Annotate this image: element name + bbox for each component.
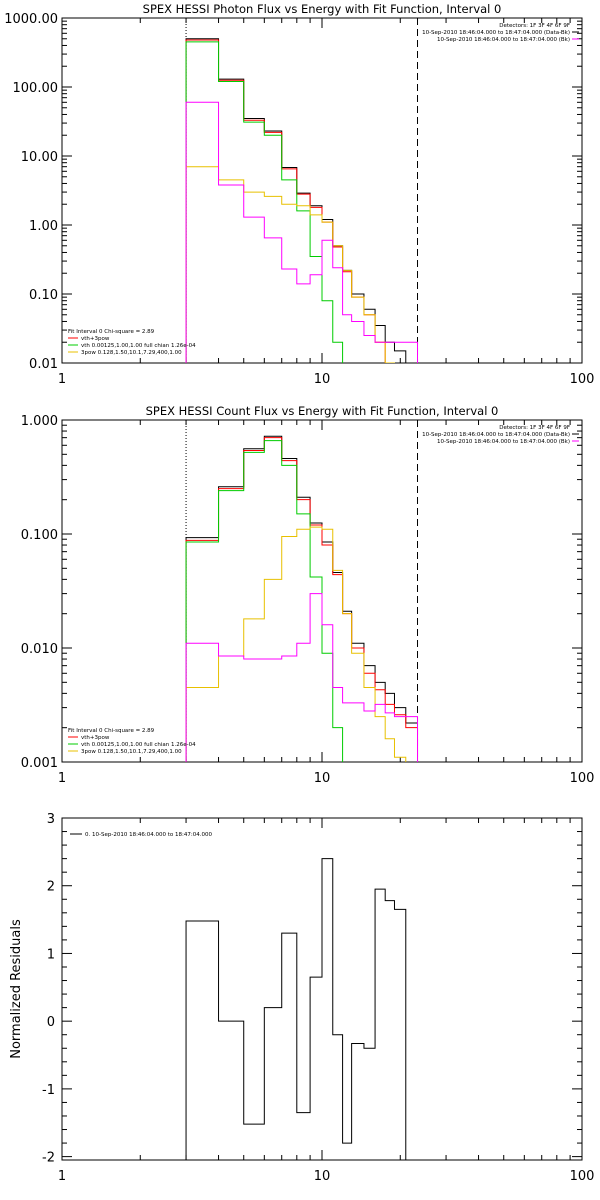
x-tick-label: 100 [570, 771, 595, 786]
detectors-note: Detectors: 1F 3F 4F 6F 9F [499, 23, 570, 29]
y-tick-label: 0.01 [29, 357, 58, 372]
detectors-note: Detectors: 1F 3F 4F 6F 9F [499, 425, 570, 431]
fit-legend-entry: vth+3pow [81, 735, 110, 741]
plot-frame [61, 817, 583, 1161]
y-tick-label: 2 [47, 880, 55, 895]
series-line-1 [185, 39, 395, 363]
y-tick-label: 1 [47, 947, 55, 962]
y-axis-label: Normalized Residuals [9, 919, 24, 1059]
series-group [185, 38, 419, 363]
fit-legend-header: Fit Interval 0 Chi-square = 2.89 [68, 329, 155, 335]
y-tick-label: 0 [47, 1015, 55, 1030]
y-tick-label: 0.010 [21, 642, 58, 657]
residual-legend-entry: 0. 10-Sep-2010 18:46:04.000 to 18:47:04.… [85, 832, 212, 838]
series-line-0 [185, 38, 407, 363]
x-tick-label: 100 [570, 372, 595, 387]
series-line-0 [185, 858, 407, 1160]
legend-entry: 10-Sep-2010 18:46:04.000 to 18:47:04.000… [437, 439, 570, 445]
x-tick-label: 10 [314, 1169, 331, 1184]
legend-entry: 10-Sep-2010 18:46:04.000 to 18:47:04.000… [422, 432, 570, 438]
y-tick-label: 100.00 [13, 81, 59, 96]
legend-entry: 10-Sep-2010 18:46:04.000 to 18:47:04.000… [422, 30, 570, 36]
plot-frame [61, 419, 583, 763]
series-group [185, 858, 407, 1160]
y-tick-label: 3 [47, 812, 55, 827]
series-line-4 [185, 101, 419, 363]
series-line-2 [185, 440, 344, 762]
y-tick-label: 0.10 [29, 288, 58, 303]
y-tick-label: 1.00 [29, 219, 58, 234]
x-tick-label: 10 [314, 771, 331, 786]
fit-legend-entry: 3pow 0.128,1.50,10.1,7.29,400,1.00 [81, 749, 182, 755]
plot-frame [61, 17, 583, 364]
panel-1 [61, 419, 583, 763]
chart-title: SPEX HESSI Photon Flux vs Energy with Fi… [143, 2, 502, 16]
legend-entry: 10-Sep-2010 18:46:04.000 to 18:47:04.000… [437, 37, 570, 43]
x-tick-label: 10 [314, 372, 331, 387]
y-tick-label: -1 [42, 1083, 55, 1098]
y-tick-label: -2 [42, 1151, 55, 1166]
y-tick-label: 1000.00 [4, 12, 58, 27]
series-line-4 [185, 593, 419, 762]
series-line-3 [185, 166, 395, 363]
series-line-2 [185, 41, 344, 363]
fit-legend-header: Fit Interval 0 Chi-square = 2.89 [68, 728, 155, 734]
x-tick-label: 100 [570, 1169, 595, 1184]
y-tick-label: 0.100 [21, 528, 58, 543]
x-tick-label: 1 [58, 771, 66, 786]
fit-legend-entry: vth+3pow [81, 336, 110, 342]
x-tick-label: 1 [58, 1169, 66, 1184]
y-tick-label: 1.000 [21, 414, 58, 429]
series-group [185, 435, 419, 762]
fit-legend-entry: vth 0.00125,1.00,1.00 full chian 1.26e-0… [81, 343, 196, 349]
fit-legend-entry: vth 0.00125,1.00,1.00 full chian 1.26e-0… [81, 742, 196, 748]
y-tick-label: 0.001 [21, 756, 58, 771]
x-tick-label: 1 [58, 372, 66, 387]
fit-legend-entry: 3pow 0.128,1.50,10.1,7.29,400,1.00 [81, 350, 182, 356]
panel-2 [61, 817, 583, 1161]
panel-0 [61, 17, 583, 364]
series-line-3 [185, 526, 407, 762]
series-line-0 [185, 435, 419, 762]
chart-title: SPEX HESSI Count Flux vs Energy with Fit… [146, 404, 499, 418]
y-tick-label: 10.00 [21, 150, 58, 165]
